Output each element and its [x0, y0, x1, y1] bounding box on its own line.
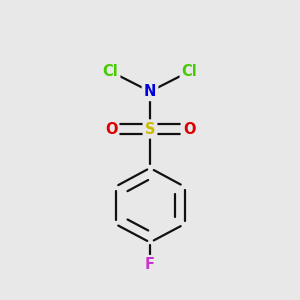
- Text: O: O: [183, 122, 195, 136]
- Text: S: S: [145, 122, 155, 136]
- Text: Cl: Cl: [182, 64, 197, 79]
- Text: F: F: [145, 257, 155, 272]
- Text: N: N: [144, 84, 156, 99]
- Text: O: O: [105, 122, 117, 136]
- Text: Cl: Cl: [103, 64, 118, 79]
